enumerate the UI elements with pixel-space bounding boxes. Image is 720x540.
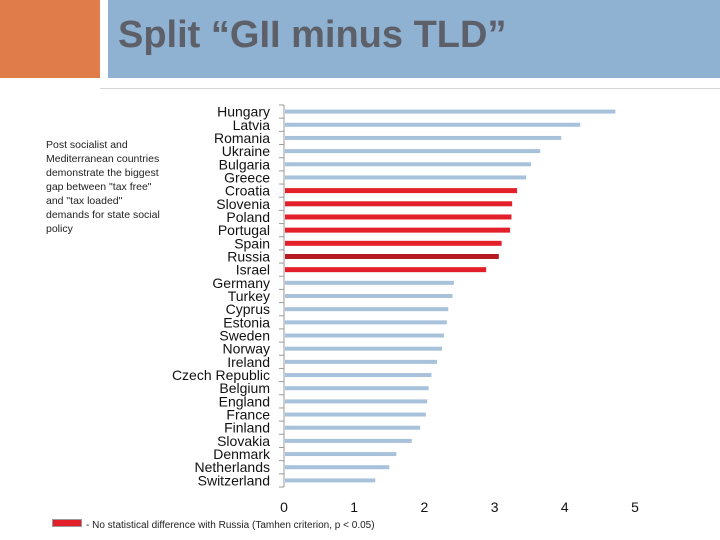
annotation-note: Post socialist and Mediterranean countri…: [46, 139, 160, 235]
category-label: Estonia: [223, 314, 270, 330]
category-label: Poland: [226, 209, 270, 225]
bar: [285, 438, 412, 443]
category-label: Portugal: [218, 222, 270, 238]
x-tick-label: 1: [350, 499, 358, 515]
category-label: Turkey: [228, 288, 270, 304]
x-tick-label: 4: [561, 499, 569, 515]
bar: [285, 465, 390, 470]
bar: [285, 386, 429, 391]
bar: [285, 175, 527, 180]
bar: [285, 267, 487, 273]
bar: [285, 452, 397, 457]
category-label: Norway: [223, 341, 270, 357]
x-tick-label: 5: [631, 499, 639, 515]
bar: [285, 399, 428, 404]
bar: [285, 240, 502, 246]
category-label: Netherlands: [195, 459, 271, 475]
category-label: Israel: [236, 262, 270, 278]
bar: [285, 412, 426, 417]
bar: [285, 109, 616, 114]
category-label: Germany: [212, 275, 270, 291]
category-label: Slovakia: [217, 433, 270, 449]
bar: [285, 307, 449, 312]
category-label: Czech Republic: [172, 367, 270, 383]
bar: [285, 294, 453, 298]
category-label: Sweden: [219, 328, 270, 344]
bar: [285, 320, 447, 325]
x-tick-label: 2: [421, 499, 429, 515]
category-label: Belgium: [219, 380, 270, 396]
bar: [285, 373, 432, 378]
slide-title: Split “GII minus TLD”: [118, 14, 507, 56]
bar: [285, 280, 454, 285]
divider: [100, 88, 720, 89]
category-label: Finland: [224, 420, 270, 436]
bar: [285, 253, 499, 259]
bar: [285, 359, 438, 364]
bar: [285, 122, 581, 127]
category-label: Bulgaria: [219, 156, 271, 172]
category-label: Ukraine: [222, 143, 270, 159]
category-label: Latvia: [233, 117, 271, 133]
category-label: Romania: [214, 130, 270, 146]
bar: [285, 333, 445, 338]
category-label: Russia: [227, 248, 270, 264]
bar: [285, 135, 562, 140]
bar: [285, 162, 532, 167]
accent-square: [0, 0, 100, 78]
category-label: Croatia: [225, 183, 270, 199]
category-label: Spain: [234, 235, 270, 251]
x-tick-label: 0: [280, 499, 288, 515]
bar: [285, 425, 421, 430]
category-label: Ireland: [227, 354, 270, 370]
bar: [285, 227, 511, 233]
bar: [285, 214, 512, 220]
category-label: Switzerland: [198, 472, 270, 488]
bar: [285, 201, 513, 207]
category-label: Greece: [224, 169, 270, 185]
bar: [285, 188, 518, 194]
x-tick-label: 3: [491, 499, 499, 515]
bar: [285, 149, 541, 154]
category-label: Slovenia: [216, 196, 270, 212]
legend-swatch: [52, 519, 82, 527]
category-label: Denmark: [213, 446, 271, 462]
title-band: [108, 0, 720, 78]
category-label: Cyprus: [226, 301, 270, 317]
category-label: France: [226, 407, 270, 423]
category-label: England: [219, 393, 270, 409]
legend-text: - No statistical difference with Russia …: [86, 520, 375, 531]
bar: [285, 346, 442, 351]
category-label: Hungary: [217, 104, 270, 120]
bar: [285, 478, 376, 483]
